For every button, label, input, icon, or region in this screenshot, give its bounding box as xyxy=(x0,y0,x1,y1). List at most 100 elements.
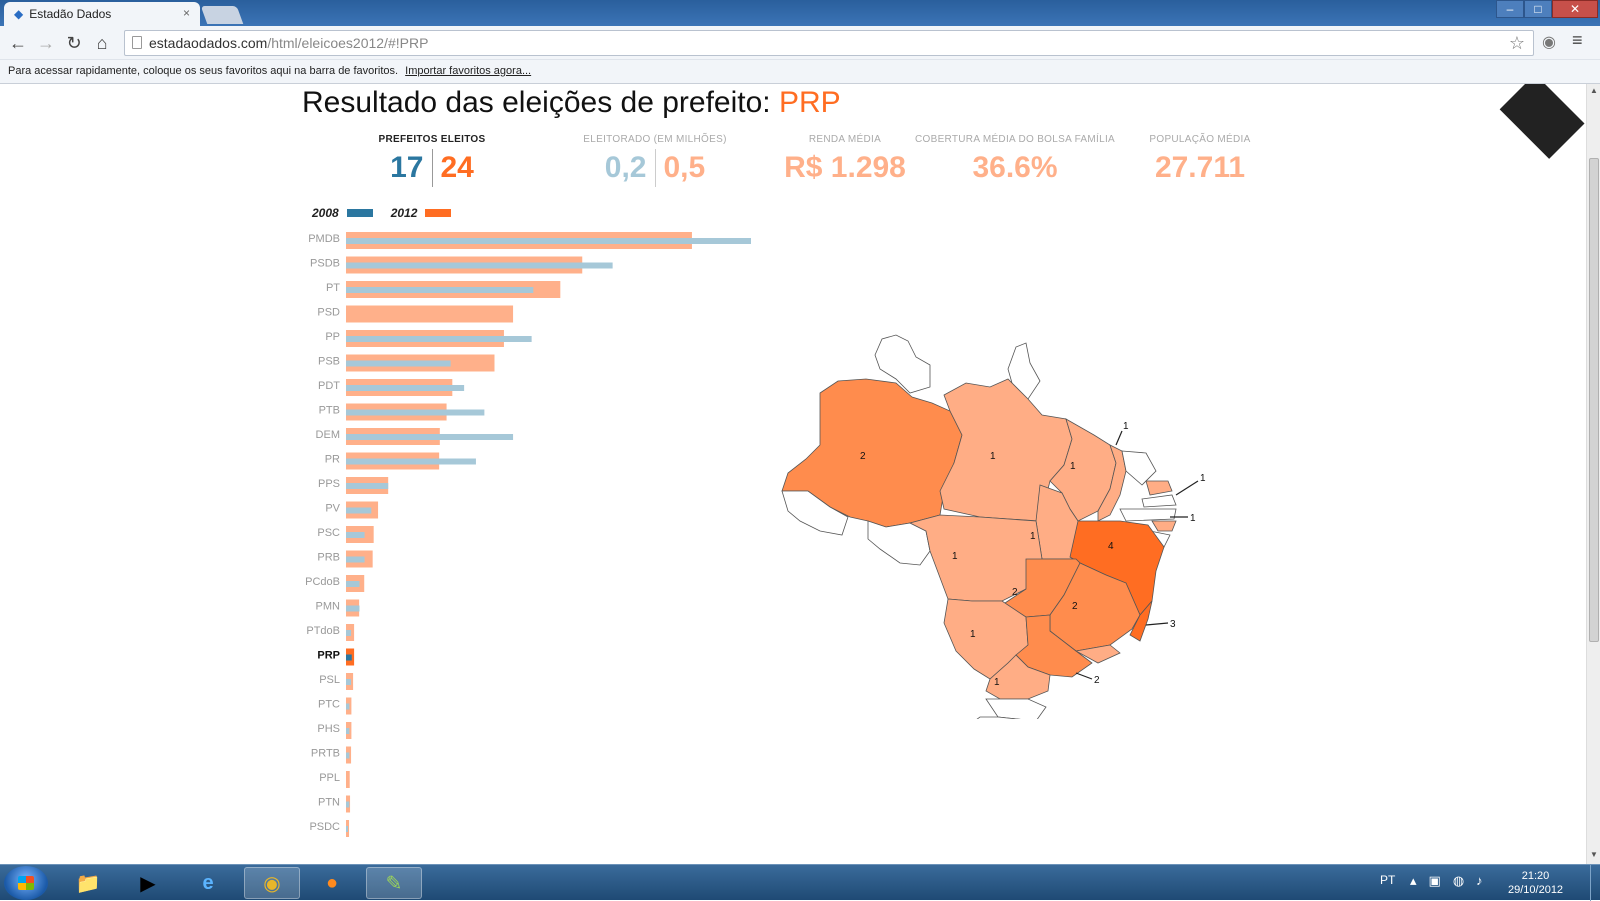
address-bar[interactable]: estadaodados.com/html/eleicoes2012/#!PRP… xyxy=(124,30,1534,56)
bar-label-pdt[interactable]: PDT xyxy=(318,380,340,392)
bar-2008-pr[interactable] xyxy=(346,458,476,465)
map-state-rr[interactable] xyxy=(874,334,931,394)
map-state-ro[interactable] xyxy=(867,520,931,566)
minimize-button[interactable]: – xyxy=(1496,0,1524,18)
scroll-thumb[interactable] xyxy=(1589,158,1599,642)
bar-label-psl[interactable]: PSL xyxy=(319,674,340,686)
bar-2008-psdb[interactable] xyxy=(346,262,613,269)
forward-icon[interactable]: → xyxy=(37,33,55,53)
bar-2008-pv[interactable] xyxy=(346,507,372,514)
chrome-taskbar-icon[interactable]: ◉ xyxy=(244,867,300,899)
map-state-sc[interactable] xyxy=(985,698,1047,719)
close-window-button[interactable]: ✕ xyxy=(1552,0,1598,18)
bar-2008-pdt[interactable] xyxy=(346,385,465,391)
bar-2012-ppl[interactable] xyxy=(346,771,350,788)
bar-2008-psc[interactable] xyxy=(346,532,365,538)
app-taskbar-icon[interactable]: ✎ xyxy=(366,867,422,899)
map-state-mt[interactable] xyxy=(908,514,1043,602)
bar-label-dem[interactable]: DEM xyxy=(316,429,340,441)
import-bookmarks-link[interactable]: Importar favoritos agora... xyxy=(405,65,532,77)
scroll-up-icon[interactable]: ▲ xyxy=(1590,86,1598,95)
scroll-down-icon[interactable]: ▼ xyxy=(1590,850,1598,859)
bar-2008-pps[interactable] xyxy=(346,483,389,489)
home-icon[interactable]: ⌂ xyxy=(96,33,108,53)
show-desktop-button[interactable] xyxy=(1590,865,1600,901)
bar-2008-pp[interactable] xyxy=(346,336,532,342)
bar-2008-prp[interactable] xyxy=(346,654,352,661)
bar-2008-ptb[interactable] xyxy=(346,409,485,416)
bar-2008-psdc[interactable] xyxy=(346,826,348,832)
map-state-pe[interactable] xyxy=(1119,508,1177,522)
firefox-taskbar-icon[interactable]: ● xyxy=(325,871,339,894)
bar-2008-pcdob[interactable] xyxy=(346,581,360,587)
reload-icon[interactable]: ↻ xyxy=(66,33,82,53)
bar-label-pmdb[interactable]: PMDB xyxy=(308,233,340,245)
bar-label-prb[interactable]: PRB xyxy=(317,552,340,564)
internet-explorer-taskbar-icon[interactable]: e xyxy=(202,871,214,894)
start-button[interactable] xyxy=(4,866,48,900)
bar-2008-ptc[interactable] xyxy=(346,703,350,710)
bar-label-ptb[interactable]: PTB xyxy=(319,405,340,417)
corner-ribbon[interactable] xyxy=(1499,84,1585,159)
map-state-rj[interactable] xyxy=(1074,644,1121,664)
map-state-ma[interactable] xyxy=(1049,418,1117,522)
bar-label-prp[interactable]: PRP xyxy=(317,650,340,662)
bar-label-psdc[interactable]: PSDC xyxy=(309,821,340,833)
map-state-sp[interactable] xyxy=(1015,614,1093,678)
map-state-al[interactable] xyxy=(1151,520,1177,532)
bar-2012-psd[interactable] xyxy=(346,305,514,323)
bar-label-pr[interactable]: PR xyxy=(325,454,340,466)
bar-label-pcdob[interactable]: PCdoB xyxy=(305,576,340,588)
vertical-scrollbar[interactable]: ▲ ▼ xyxy=(1586,84,1600,864)
tab-estadao-dados[interactable]: ◆ Estadão Dados × xyxy=(4,2,200,26)
bar-2008-psb[interactable] xyxy=(346,360,451,367)
bar-2008-psl[interactable] xyxy=(346,679,352,685)
bar-label-ptdob[interactable]: PTdoB xyxy=(306,625,340,637)
maximize-button[interactable]: □ xyxy=(1524,0,1552,18)
bar-label-pv[interactable]: PV xyxy=(325,503,340,515)
volume-icon[interactable]: ♪ xyxy=(1476,873,1483,888)
bar-label-psd[interactable]: PSD xyxy=(317,307,340,319)
bar-2008-dem[interactable] xyxy=(346,434,514,440)
bar-label-pp[interactable]: PP xyxy=(325,331,340,343)
bar-2008-phs[interactable] xyxy=(346,728,350,734)
show-hidden-icons-icon[interactable]: ▴ xyxy=(1410,873,1417,888)
network-icon[interactable]: ▣ xyxy=(1428,873,1441,888)
back-icon[interactable]: ← xyxy=(9,33,27,53)
bar-2008-pmn[interactable] xyxy=(346,605,360,612)
bar-label-pps[interactable]: PPS xyxy=(318,478,340,490)
bar-label-psb[interactable]: PSB xyxy=(318,356,340,368)
clock[interactable]: 21:20 29/10/2012 xyxy=(1508,869,1563,897)
map-state-ce[interactable] xyxy=(1121,450,1157,486)
bar-label-prtb[interactable]: PRTB xyxy=(311,748,340,760)
bar-2008-ptdob[interactable] xyxy=(346,630,352,636)
bar-label-psc[interactable]: PSC xyxy=(317,527,340,539)
new-tab-button[interactable] xyxy=(200,6,244,24)
bar-label-phs[interactable]: PHS xyxy=(317,723,340,735)
bar-label-pmn[interactable]: PMN xyxy=(316,601,341,613)
bar-2008-pt[interactable] xyxy=(346,287,534,293)
map-state-pr[interactable] xyxy=(985,654,1051,700)
bar-label-ppl[interactable]: PPL xyxy=(319,772,340,784)
explorer-taskbar-icon[interactable]: 📁 xyxy=(75,872,101,895)
bar-2008-prtb[interactable] xyxy=(346,752,350,759)
bar-label-ptc[interactable]: PTC xyxy=(318,699,340,711)
bar-label-psdb[interactable]: PSDB xyxy=(310,258,340,270)
tab-close-icon[interactable]: × xyxy=(182,6,190,20)
bar-label-ptn[interactable]: PTN xyxy=(318,797,340,809)
media-player-taskbar-icon[interactable]: ▶ xyxy=(140,872,156,895)
security-icon[interactable]: ◍ xyxy=(1452,873,1465,888)
map-state-pb[interactable] xyxy=(1141,494,1177,508)
bookmark-star-icon[interactable]: ☆ xyxy=(1508,33,1525,53)
menu-icon[interactable]: ≡ xyxy=(1572,30,1583,50)
bar-2008-pmdb[interactable] xyxy=(346,238,751,244)
bar-2008-ptn[interactable] xyxy=(346,801,350,808)
map-state-es[interactable] xyxy=(1129,600,1153,642)
bar-label-pt[interactable]: PT xyxy=(326,282,340,294)
map-state-rn[interactable] xyxy=(1145,480,1173,496)
map-state-rs[interactable] xyxy=(950,716,1044,719)
language-indicator[interactable]: PT xyxy=(1380,873,1396,887)
bar-2008-prb[interactable] xyxy=(346,556,365,563)
extension-icon[interactable]: ◉ xyxy=(1542,34,1556,51)
map-state-ac[interactable] xyxy=(781,490,849,536)
